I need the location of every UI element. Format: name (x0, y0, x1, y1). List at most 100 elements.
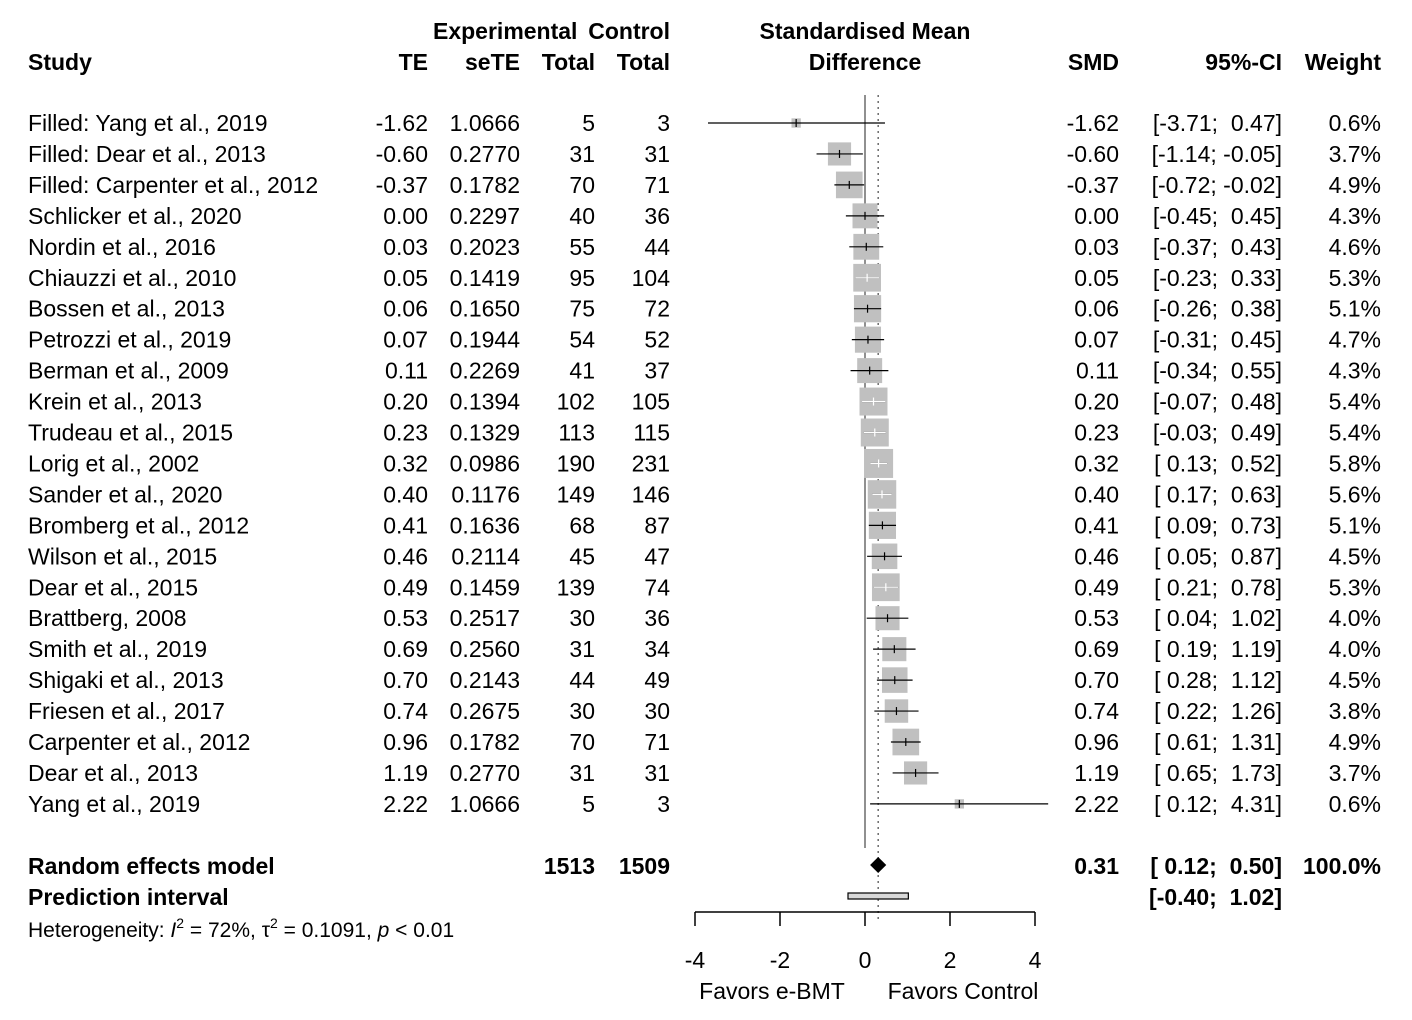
study-name: Filled: Dear et al., 2013 (28, 141, 266, 167)
study-sete: 1.0666 (450, 791, 520, 817)
study-sete: 0.1782 (450, 172, 520, 198)
table-row: Nordin et al., 2016 0.03 0.2023 55 44 0.03 [-0… (28, 234, 1381, 260)
study-exp-total: 30 (569, 605, 595, 631)
study-ctrl-total: 31 (644, 760, 670, 786)
header-experimental: Experimental (433, 18, 577, 44)
study-ci: [ 0.28; 1.12] (1154, 667, 1282, 693)
study-ctrl-total: 87 (644, 512, 670, 538)
summary-smd: 0.31 (1074, 853, 1119, 879)
study-smd: 0.70 (1074, 667, 1119, 693)
study-te: 0.05 (383, 265, 428, 291)
study-ci: [ 0.22; 1.26] (1154, 698, 1282, 724)
study-name: Carpenter et al., 2012 (28, 729, 250, 755)
study-exp-total: 139 (557, 574, 595, 600)
prediction-label: Prediction interval (28, 884, 229, 910)
study-ci: [ 0.13; 0.52] (1154, 450, 1282, 476)
study-te: 0.41 (383, 512, 428, 538)
study-ctrl-total: 146 (632, 481, 670, 507)
study-smd: 0.46 (1074, 543, 1119, 569)
study-weight: 4.5% (1329, 543, 1381, 569)
study-te: 0.49 (383, 574, 428, 600)
table-row: Lorig et al., 2002 0.32 0.0986 190 231 0.32 [ … (28, 450, 1381, 476)
column-headers: Study TE seTE Experimental Total Control… (28, 18, 1381, 75)
study-exp-total: 70 (569, 729, 595, 755)
study-name: Bossen et al., 2013 (28, 296, 225, 322)
study-smd: 0.41 (1074, 512, 1119, 538)
study-te: 0.74 (383, 698, 428, 724)
study-smd: 0.40 (1074, 481, 1119, 507)
study-ctrl-total: 74 (644, 574, 670, 600)
study-sete: 0.2023 (450, 234, 520, 260)
study-exp-total: 30 (569, 698, 595, 724)
header-ci: 95%-CI (1205, 49, 1282, 75)
study-weight: 4.7% (1329, 327, 1381, 353)
summary-diamond (870, 857, 887, 873)
tick-label: -4 (685, 947, 706, 973)
prediction-interval-bar (847, 892, 909, 900)
study-ci: [-0.03; 0.49] (1153, 420, 1282, 446)
study-weight: 4.6% (1329, 234, 1381, 260)
study-te: 0.70 (383, 667, 428, 693)
study-ctrl-total: 30 (644, 698, 670, 724)
table-row: Shigaki et al., 2013 0.70 0.2143 44 49 0.70 [ … (28, 667, 1381, 693)
study-weight: 5.8% (1329, 450, 1381, 476)
table-row: Trudeau et al., 2015 0.23 0.1329 113 115 0.23… (28, 420, 1381, 446)
study-exp-total: 5 (582, 110, 595, 136)
study-smd: 0.20 (1074, 389, 1119, 415)
study-weight: 3.8% (1329, 698, 1381, 724)
study-name: Brattberg, 2008 (28, 605, 187, 631)
study-sete: 0.2297 (450, 203, 520, 229)
table-row: Berman et al., 2009 0.11 0.2269 41 37 0.11 [-0… (28, 358, 1381, 384)
header-sete: seTE (465, 49, 520, 75)
study-sete: 0.1944 (450, 327, 521, 353)
study-smd: 0.11 (1076, 358, 1119, 384)
prediction-ci: [-0.40; 1.02] (1149, 884, 1282, 910)
study-ci: [ 0.19; 1.19] (1154, 636, 1282, 662)
study-exp-total: 68 (569, 512, 595, 538)
table-row: Schlicker et al., 2020 0.00 0.2297 40 36 0.00… (28, 203, 1381, 229)
study-rows: Filled: Yang et al., 2019 -1.62 1.0666 5 3 -1… (28, 110, 1381, 817)
study-exp-total: 41 (569, 358, 595, 384)
study-ctrl-total: 71 (644, 729, 670, 755)
table-row: Filled: Yang et al., 2019 -1.62 1.0666 5 3 -1… (28, 110, 1381, 136)
header-experimental-total: Total (542, 49, 595, 75)
header-te: TE (399, 49, 428, 75)
study-weight: 5.1% (1329, 512, 1381, 538)
study-sete: 0.0986 (450, 450, 520, 476)
study-smd: 0.00 (1074, 203, 1119, 229)
study-exp-total: 95 (569, 265, 595, 291)
study-ci: [-0.31; 0.45] (1153, 327, 1282, 353)
summary-weight: 100.0% (1303, 853, 1381, 879)
summary-label: Random effects model (28, 853, 275, 879)
header-plot-subtitle: Difference (809, 49, 921, 75)
table-row: Dear et al., 2015 0.49 0.1459 139 74 0.49 [ 0.… (28, 574, 1381, 600)
summary-ctrl-total: 1509 (619, 853, 670, 879)
study-weight: 4.5% (1329, 667, 1381, 693)
study-sete: 0.1419 (450, 265, 520, 291)
study-te: 1.19 (383, 760, 428, 786)
table-row: Petrozzi et al., 2019 0.07 0.1944 54 52 0.07 [… (28, 327, 1381, 353)
study-ci: [ 0.04; 1.02] (1154, 605, 1282, 631)
study-exp-total: 70 (569, 172, 595, 198)
study-ctrl-total: 37 (644, 358, 670, 384)
study-exp-total: 75 (569, 296, 595, 322)
tick-label: -2 (770, 947, 790, 973)
study-weight: 4.0% (1329, 636, 1381, 662)
study-name: Trudeau et al., 2015 (28, 420, 233, 446)
study-ci: [-3.71; 0.47] (1153, 110, 1282, 136)
study-sete: 0.2675 (450, 698, 520, 724)
heterogeneity-text: Heterogeneity: I2 = 72%, τ2 = 0.1091, p … (28, 915, 454, 942)
header-plot-title: Standardised Mean (760, 18, 971, 44)
study-name: Petrozzi et al., 2019 (28, 327, 231, 353)
study-ctrl-total: 47 (644, 543, 670, 569)
study-ci: [ 0.12; 4.31] (1154, 791, 1282, 817)
study-te: 0.07 (383, 327, 428, 353)
forest-marks (708, 95, 1049, 922)
study-te: -1.62 (376, 110, 428, 136)
study-name: Chiauzzi et al., 2010 (28, 265, 236, 291)
study-weight: 4.9% (1329, 172, 1381, 198)
study-smd: 0.96 (1074, 729, 1119, 755)
study-te: -0.60 (376, 141, 428, 167)
study-ctrl-total: 49 (644, 667, 670, 693)
